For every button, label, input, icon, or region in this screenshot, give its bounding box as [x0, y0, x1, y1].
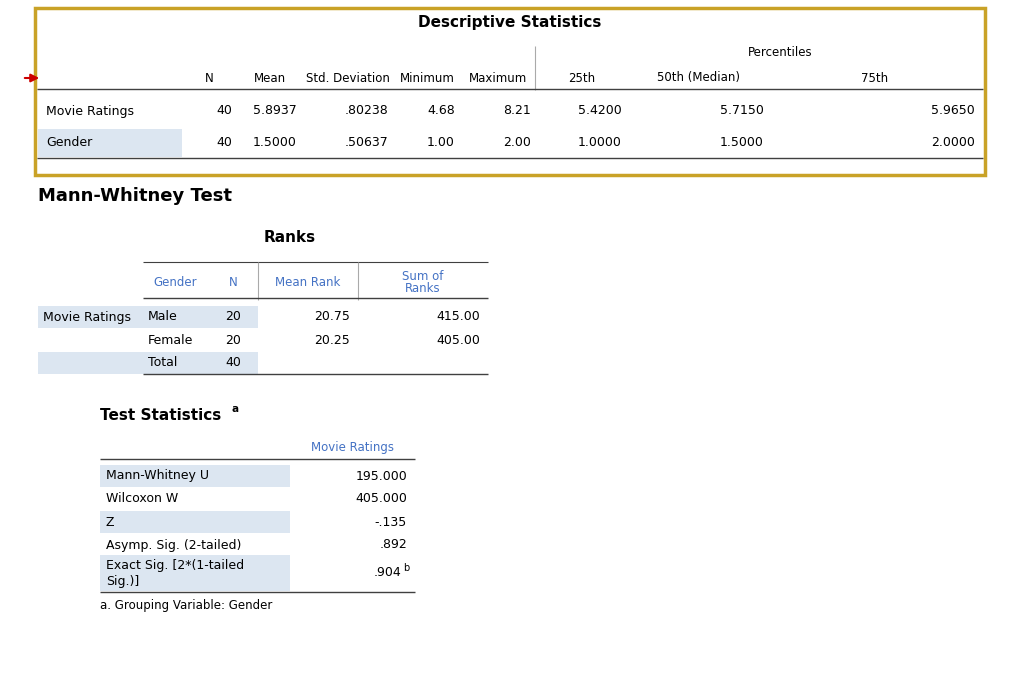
Text: N: N [228, 276, 238, 288]
Bar [38, 329, 258, 351]
Text: 4.68: 4.68 [427, 105, 455, 118]
Text: Ranks: Ranks [264, 229, 316, 245]
Text: 1.00: 1.00 [427, 137, 455, 150]
Text: Male: Male [148, 310, 178, 324]
Text: a. Grouping Variable: Gender: a. Grouping Variable: Gender [100, 599, 272, 613]
Text: 25th: 25th [568, 71, 596, 85]
Text: 415.00: 415.00 [436, 310, 480, 324]
Text: 40: 40 [225, 356, 241, 369]
Bar [100, 555, 290, 591]
Text: Asymp. Sig. (2-tailed): Asymp. Sig. (2-tailed) [106, 538, 242, 552]
Text: Maximum: Maximum [469, 71, 527, 85]
Bar [100, 534, 290, 556]
Text: Mann-Whitney Test: Mann-Whitney Test [38, 187, 232, 205]
Text: Mann-Whitney U: Mann-Whitney U [106, 469, 209, 482]
Text: 20: 20 [225, 310, 241, 324]
Text: 5.9650: 5.9650 [931, 105, 975, 118]
Text: 40: 40 [216, 105, 232, 118]
Bar [38, 97, 182, 125]
Text: 1.0000: 1.0000 [579, 137, 622, 150]
Text: 40: 40 [216, 137, 232, 150]
Bar [38, 129, 182, 157]
Text: -.135: -.135 [375, 516, 407, 529]
Text: 2.00: 2.00 [503, 137, 531, 150]
Text: 405.000: 405.000 [355, 493, 407, 505]
Text: Descriptive Statistics: Descriptive Statistics [419, 15, 602, 30]
Text: Percentiles: Percentiles [748, 46, 812, 60]
Bar [35, 8, 985, 175]
Text: 20: 20 [225, 333, 241, 346]
Bar [38, 306, 258, 328]
Text: Mean: Mean [254, 71, 286, 85]
Text: 1.5000: 1.5000 [720, 137, 764, 150]
Bar [100, 465, 290, 487]
Text: .50637: .50637 [344, 137, 388, 150]
Text: 195.000: 195.000 [355, 469, 407, 482]
Text: 75th: 75th [861, 71, 889, 85]
Text: 5.8937: 5.8937 [253, 105, 297, 118]
Text: Female: Female [148, 333, 194, 346]
Text: Exact Sig. [2*(1-tailed: Exact Sig. [2*(1-tailed [106, 559, 244, 572]
Text: Total: Total [148, 356, 177, 369]
Text: Z: Z [106, 516, 115, 529]
Text: .892: .892 [379, 538, 407, 552]
Text: 1.5000: 1.5000 [253, 137, 297, 150]
Text: 20.25: 20.25 [314, 333, 350, 346]
Text: Movie Ratings: Movie Ratings [46, 105, 134, 118]
Text: N: N [205, 71, 214, 85]
Text: Movie Ratings: Movie Ratings [311, 441, 394, 455]
Text: 20.75: 20.75 [314, 310, 350, 324]
Text: .904: .904 [374, 566, 401, 579]
Text: Test Statistics: Test Statistics [100, 407, 221, 423]
Text: 2.0000: 2.0000 [931, 137, 975, 150]
Text: b: b [403, 563, 410, 573]
Bar [100, 488, 290, 510]
Text: Wilcoxon W: Wilcoxon W [106, 493, 178, 505]
Text: 50th (Median): 50th (Median) [657, 71, 740, 85]
Text: Minimum: Minimum [399, 71, 455, 85]
Text: Movie Ratings: Movie Ratings [43, 310, 131, 324]
Text: Gender: Gender [154, 276, 198, 288]
Text: Ranks: Ranks [406, 283, 440, 295]
Text: Sum of: Sum of [402, 270, 443, 283]
Text: .80238: .80238 [344, 105, 388, 118]
Text: Sig.)]: Sig.)] [106, 574, 139, 588]
Text: 8.21: 8.21 [503, 105, 531, 118]
Bar [38, 352, 258, 374]
Text: Mean Rank: Mean Rank [275, 276, 341, 288]
Bar [100, 511, 290, 533]
Text: 5.7150: 5.7150 [720, 105, 764, 118]
Text: a: a [231, 404, 239, 414]
Text: 405.00: 405.00 [436, 333, 480, 346]
Text: Std. Deviation: Std. Deviation [306, 71, 390, 85]
Text: 5.4200: 5.4200 [579, 105, 622, 118]
Text: Gender: Gender [46, 137, 92, 150]
